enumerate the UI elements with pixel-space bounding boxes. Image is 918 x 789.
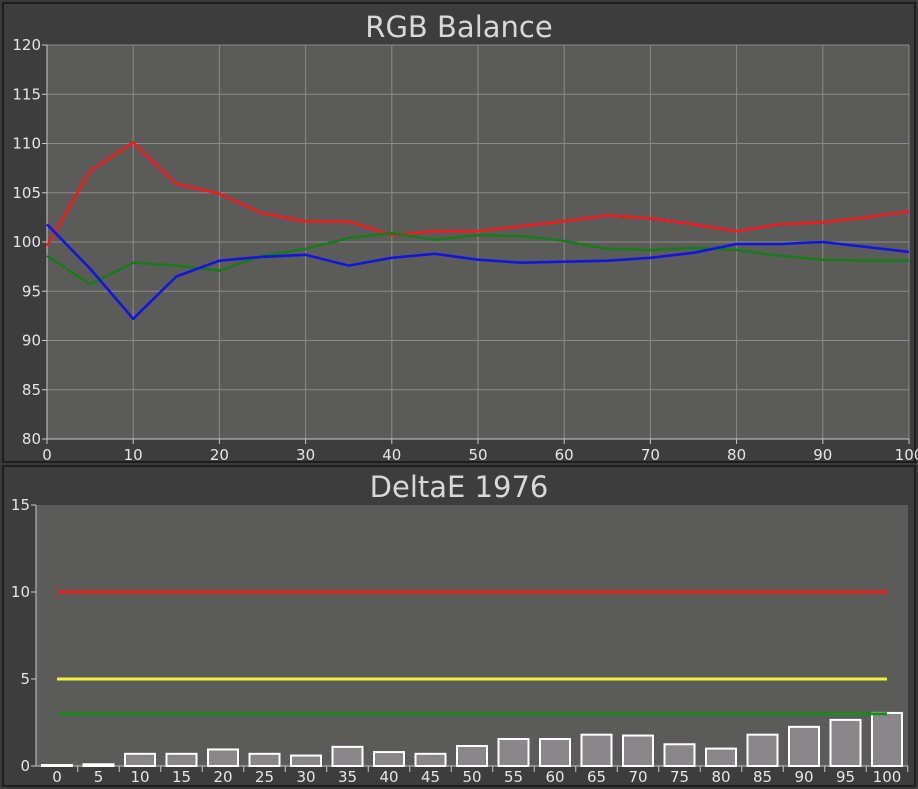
x-tick-label: 30	[296, 768, 315, 786]
y-tick-label: 95	[22, 282, 41, 300]
x-tick-label: 50	[462, 768, 481, 786]
rgb-balance-panel: RGB Balance 80 85 90 95 100 105 110 115 120 0 10 20…	[2, 2, 918, 464]
x-tick-label: 75	[670, 768, 689, 786]
deltae-bar	[373, 751, 405, 767]
deltae-bar	[331, 745, 364, 767]
deltae-bar	[829, 718, 862, 767]
y-tick-label: 110	[12, 135, 41, 153]
deltae-bar	[497, 738, 530, 767]
x-tick-label: 65	[587, 768, 606, 786]
deltae-bar	[290, 754, 322, 767]
x-tick-label: 20	[213, 768, 232, 786]
y-tick-label: 5	[20, 670, 30, 688]
chart-title: RGB Balance	[365, 10, 552, 44]
y-tick-label: 85	[22, 381, 41, 399]
x-tick-label: 85	[753, 768, 772, 786]
x-tick-label: 80	[727, 446, 746, 464]
x-tick-label: 40	[382, 446, 401, 464]
deltae-bar	[705, 747, 737, 768]
plot-area	[36, 505, 908, 766]
x-tick-label: 60	[555, 446, 574, 464]
y-tick-label: 105	[12, 184, 41, 202]
deltae-bar	[248, 752, 281, 768]
x-tick-label: 20	[210, 446, 229, 464]
y-tick-label: 115	[12, 85, 41, 103]
x-tick-label: 60	[545, 768, 564, 786]
deltae-bar	[746, 733, 779, 767]
x-tick-label: 70	[628, 768, 647, 786]
deltae-bar	[456, 744, 488, 767]
deltae-bar	[622, 734, 654, 767]
y-tick-label: 100	[12, 233, 41, 251]
x-tick-label: 40	[379, 768, 398, 786]
deltae-bar	[414, 752, 447, 768]
x-tick-label: 80	[711, 768, 730, 786]
blue-series-line	[46, 223, 910, 321]
deltae-bar	[788, 725, 820, 768]
x-tick-label: 10	[124, 446, 143, 464]
deltae-bar	[871, 711, 903, 767]
y-tick-label: 0	[20, 757, 30, 775]
x-tick-label: 45	[421, 768, 440, 786]
x-tick-label: 30	[296, 446, 315, 464]
deltae-bar	[663, 743, 696, 767]
x-tick-label: 35	[338, 768, 357, 786]
x-tick-label: 95	[836, 768, 855, 786]
x-tick-label: 15	[172, 768, 191, 786]
deltae-panel: DeltaE 1976 0 5 10 15 0 5 10 15 20 25 30 35 40 45 50 55…	[2, 465, 916, 787]
red-series-line	[45, 141, 910, 247]
deltae-bar	[41, 764, 73, 767]
x-tick-label: 90	[813, 446, 832, 464]
deltae-bar	[580, 733, 613, 767]
y-tick-label: 120	[12, 36, 41, 54]
x-tick-label: 90	[794, 768, 813, 786]
x-tick-label: 50	[468, 446, 487, 464]
rgb-balance-chart: RGB Balance 80 85 90 95 100 105 110 115 120 0 10 20…	[12, 10, 918, 464]
y-tick-label: 80	[22, 430, 41, 448]
x-tick-label: 5	[94, 768, 104, 786]
y-tick-label: 15	[11, 496, 30, 514]
y-tick-label: 10	[11, 583, 30, 601]
deltae-bar	[207, 748, 239, 768]
x-tick-label: 100	[873, 768, 902, 786]
deltae-chart: DeltaE 1976 0 5 10 15 0 5 10 15 20 25 30 35 40 45 50 55…	[11, 470, 909, 786]
deltae-bar	[165, 752, 198, 768]
x-tick-label: 25	[255, 768, 274, 786]
x-tick-label: 100	[895, 446, 918, 464]
deltae-bar	[124, 752, 156, 768]
green-series-line	[46, 231, 909, 286]
deltae-bar	[539, 738, 571, 767]
y-tick-label: 90	[22, 332, 41, 350]
chart-title: DeltaE 1976	[370, 470, 549, 504]
x-tick-label: 70	[641, 446, 660, 464]
x-tick-label: 0	[52, 768, 62, 786]
x-tick-label: 10	[130, 768, 149, 786]
deltae-bar	[82, 763, 115, 768]
x-tick-label: 55	[504, 768, 523, 786]
x-tick-label: 0	[42, 446, 52, 464]
